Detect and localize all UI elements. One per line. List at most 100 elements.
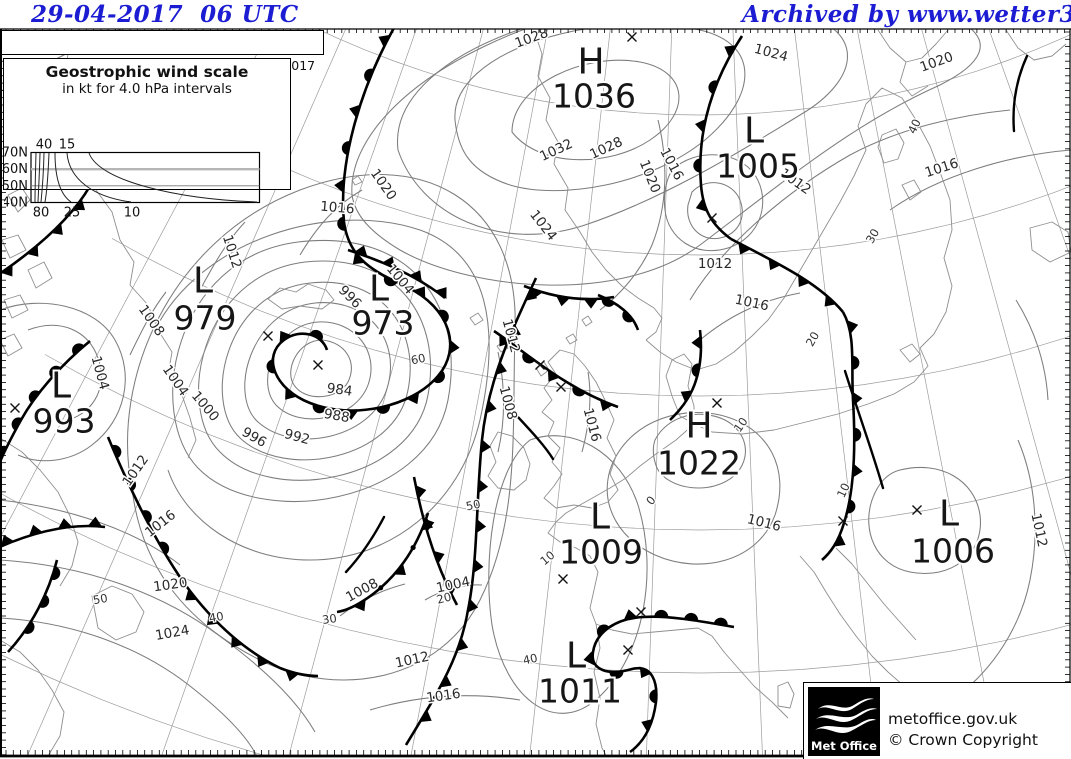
isobar-line	[27, 324, 102, 421]
isobar-value-label: 1020	[636, 158, 664, 196]
front-warm	[106, 436, 186, 584]
isobar-value-label: 1028	[587, 134, 625, 163]
warm-front-semicircle-icon	[11, 417, 22, 431]
isobar-line	[581, 371, 591, 453]
latlon-label: 10	[731, 415, 751, 435]
warm-front-semicircle-icon	[609, 671, 624, 679]
wind-scale-row-label: 50N	[4, 179, 28, 194]
front-dot-icon	[378, 585, 384, 591]
warm-front-semicircle-icon	[684, 612, 699, 621]
cold-front-triangle-icon	[285, 388, 297, 400]
front-warm	[643, 609, 735, 629]
front-occluded	[693, 35, 744, 241]
front-line	[347, 248, 446, 300]
isobar-line	[599, 119, 666, 311]
parallel-line	[111, 238, 1071, 397]
pressure-center-value: 973	[352, 304, 415, 343]
latlon-label: 60	[410, 351, 427, 368]
pressure-center-letter: L	[369, 269, 389, 310]
isobar-value-label: 1020	[367, 166, 400, 203]
warm-front-semicircle-icon	[622, 310, 634, 323]
front-occluded	[583, 609, 658, 754]
wind-scale-bottom-tick: 80	[33, 206, 50, 221]
cold-front-triangle-icon	[352, 252, 365, 265]
isobar-line	[1015, 299, 1049, 401]
isobar-line	[154, 219, 490, 561]
isobar-value-label: 1008	[496, 384, 520, 421]
cold-front-triangle-icon	[1, 264, 13, 277]
isobar-line	[964, 439, 1036, 691]
front-line	[821, 311, 856, 561]
pressure-center-value: 979	[174, 299, 237, 338]
coastline	[0, 639, 65, 756]
wind-scale-curve	[54, 152, 72, 203]
pressure-center-value: 993	[33, 402, 96, 441]
isobar-line	[397, 29, 848, 235]
position-cross-icon	[558, 574, 568, 584]
isobar-value-label: 1012	[119, 452, 152, 489]
cold-front-triangle-icon	[695, 198, 708, 212]
pressure-center-value: 1011	[538, 672, 622, 711]
meridian-line	[646, 29, 673, 756]
position-cross-icon	[838, 516, 848, 526]
latlon-label: 50	[92, 591, 109, 607]
cold-front-triangle-icon	[480, 439, 491, 454]
isobar-line	[652, 413, 746, 489]
coastline	[91, 585, 145, 641]
cold-front-triangle-icon	[583, 651, 595, 666]
latlon-label: 20	[435, 589, 453, 606]
cold-front-triangle-icon	[680, 390, 693, 403]
cold-front-triangle-icon	[738, 242, 751, 255]
front-occluded	[334, 29, 408, 289]
parallel-line	[0, 492, 1071, 674]
front-line	[182, 582, 319, 678]
coastline	[0, 437, 79, 587]
isobar-line	[127, 174, 516, 681]
cold-front-triangle-icon	[449, 340, 460, 355]
cold-front-triangle-icon	[421, 517, 434, 531]
warm-front-semicircle-icon	[693, 158, 701, 173]
front-line	[336, 512, 430, 614]
isobar-value-label: 1024	[526, 207, 560, 244]
coastline	[835, 547, 917, 641]
pressure-center-letter: L	[566, 636, 586, 677]
meridian-line	[161, 29, 417, 756]
coastline	[877, 29, 949, 63]
isobar-value-label: 1020	[918, 49, 956, 76]
meridian-line	[410, 29, 549, 756]
cold-front-triangle-icon	[415, 485, 427, 499]
cold-front-triangle-icon	[467, 598, 479, 613]
wind-scale-row-label: 70N	[4, 146, 28, 161]
front-warm	[597, 293, 640, 331]
parallel-line	[0, 653, 269, 756]
warm-front-semicircle-icon	[312, 404, 327, 414]
front-cold	[404, 277, 538, 746]
isobar-line	[699, 292, 801, 341]
front-cold	[0, 516, 106, 549]
warm-front-semicircle-icon	[433, 370, 445, 384]
cold-front-triangle-icon	[599, 399, 613, 412]
meridian-line	[988, 29, 1071, 261]
warm-front-semicircle-icon	[654, 609, 669, 618]
pressure-center-letter: L	[744, 111, 764, 152]
coastline	[27, 261, 53, 289]
cold-front-triangle-icon	[833, 534, 846, 547]
isobar-value-label: 984	[326, 380, 354, 399]
cold-front-triangle-icon	[378, 34, 391, 48]
cold-front-triangle-icon	[349, 104, 361, 119]
coastline	[1029, 221, 1071, 263]
isobar-value-label: 996	[239, 424, 269, 451]
wind-scale-row-label: 40N	[4, 196, 28, 211]
isobar-line	[244, 302, 392, 440]
position-cross-icon	[636, 607, 646, 617]
coastline	[899, 343, 921, 363]
cold-front-triangle-icon	[824, 294, 837, 307]
front-line	[7, 559, 59, 653]
cold-front-triangle-icon	[478, 479, 489, 494]
